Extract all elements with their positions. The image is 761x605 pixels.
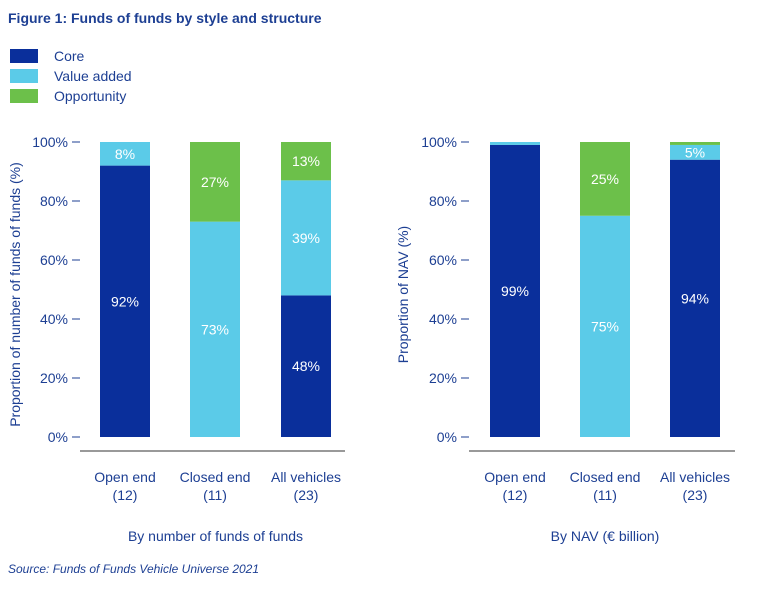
y-tick-label: 40% <box>40 311 68 327</box>
bar-opportunity <box>281 142 331 181</box>
bar-opportunity <box>190 142 240 222</box>
y-tick-label: 60% <box>429 252 457 268</box>
category-label: (11) <box>593 487 617 503</box>
data-label: 39% <box>292 230 320 246</box>
y-tick-label: 100% <box>32 134 68 150</box>
x-axis-title: By NAV (€ billion) <box>551 528 660 544</box>
legend-swatch-core <box>10 49 38 63</box>
figure-title: Figure 1: Funds of funds by style and st… <box>8 10 322 26</box>
category-label: All vehicles <box>660 469 730 485</box>
y-tick-label: 20% <box>429 370 457 386</box>
data-label: 13% <box>292 153 320 169</box>
source-note: Source: Funds of Funds Vehicle Universe … <box>8 562 260 576</box>
y-tick-label: 80% <box>429 193 457 209</box>
y-tick-label: 80% <box>40 193 68 209</box>
legend-label-opportunity: Opportunity <box>54 88 127 104</box>
legend-swatch-value-added <box>10 69 38 83</box>
data-label: 94% <box>681 290 709 306</box>
y-tick-label: 20% <box>40 370 68 386</box>
category-label: (23) <box>294 487 319 503</box>
data-label: 92% <box>111 293 139 309</box>
legend-label-core: Core <box>54 48 85 64</box>
x-axis-title: By number of funds of funds <box>128 528 303 544</box>
legend-item-core: Core <box>10 46 132 66</box>
y-tick-label: 40% <box>429 311 457 327</box>
bar-value-added <box>670 144 720 160</box>
category-label: All vehicles <box>271 469 341 485</box>
bar-core <box>490 144 540 437</box>
data-label: 27% <box>201 174 229 190</box>
category-label: Open end <box>94 469 156 485</box>
category-label: (11) <box>203 487 227 503</box>
bar-value-added <box>281 180 331 296</box>
category-label: (12) <box>503 487 528 503</box>
y-axis-label: Proportion of NAV (%) <box>395 226 411 363</box>
bar-core <box>281 295 331 437</box>
bar-core <box>670 159 720 437</box>
category-label: Closed end <box>570 469 641 485</box>
data-label: 8% <box>115 146 135 162</box>
data-label: 73% <box>201 321 229 337</box>
legend-item-opportunity: Opportunity <box>10 86 132 106</box>
legend-swatch-opportunity <box>10 89 38 103</box>
bar-value-added <box>580 215 630 437</box>
legend-label-value-added: Value added <box>54 68 132 84</box>
category-label: (23) <box>683 487 708 503</box>
bar-opportunity <box>670 142 720 145</box>
data-label: 48% <box>292 358 320 374</box>
y-axis-label: Proportion of number of funds of funds (… <box>7 162 23 427</box>
y-tick-label: 60% <box>40 252 68 268</box>
bar-value-added <box>490 142 540 145</box>
bar-opportunity <box>580 142 630 216</box>
legend-item-value-added: Value added <box>10 66 132 86</box>
bar-value-added <box>190 221 240 437</box>
legend: Core Value added Opportunity <box>10 46 132 106</box>
y-tick-label: 0% <box>48 429 68 445</box>
category-label: Open end <box>484 469 546 485</box>
bar-core <box>100 165 150 437</box>
data-label: 75% <box>591 318 619 334</box>
y-tick-label: 0% <box>437 429 457 445</box>
data-label: 5% <box>685 144 705 160</box>
bar-value-added <box>100 142 150 166</box>
data-label: 99% <box>501 283 529 299</box>
category-label: Closed end <box>180 469 251 485</box>
category-label: (12) <box>113 487 138 503</box>
y-tick-label: 100% <box>421 134 457 150</box>
data-label: 25% <box>591 171 619 187</box>
